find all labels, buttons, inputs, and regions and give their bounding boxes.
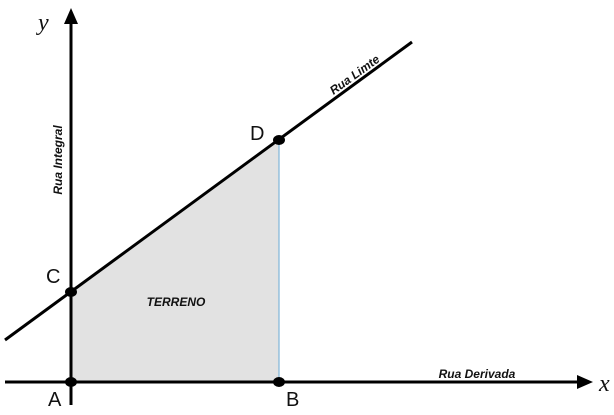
point-a (65, 377, 77, 387)
point-b (273, 377, 285, 387)
street-label: Rua Derivada (439, 367, 516, 381)
point-c (65, 287, 77, 297)
street-label: Rua Integral (51, 125, 65, 195)
point-label: C (46, 266, 60, 288)
x-arrow (577, 375, 593, 389)
point-label: B (286, 389, 299, 411)
region-label: TERRENO (147, 295, 206, 309)
terreno-region (71, 140, 279, 382)
point-label: A (48, 389, 62, 411)
y-label: y (36, 10, 49, 36)
y-arrow (64, 8, 78, 24)
x-label: x (598, 371, 610, 397)
point-d (273, 135, 285, 145)
street-label: Rua Limte (327, 52, 382, 98)
point-label: D (250, 123, 264, 145)
